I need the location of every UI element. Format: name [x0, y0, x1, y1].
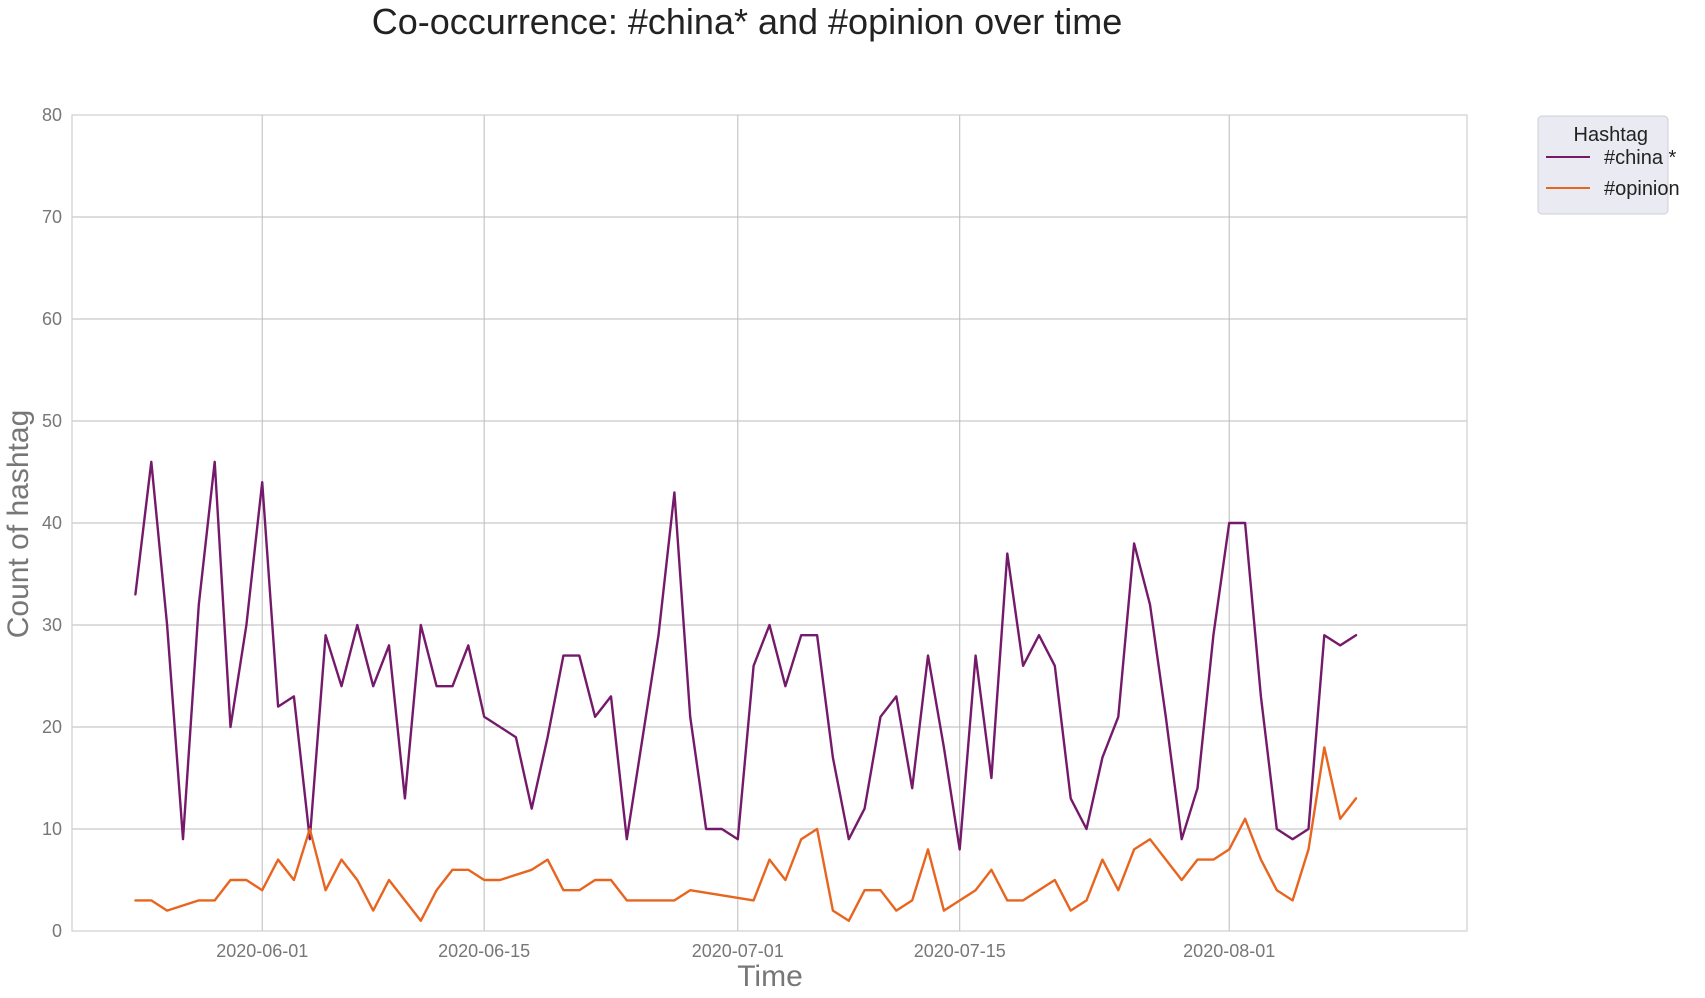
x-axis-ticks: 2020-06-01 2020-06-15 2020-07-01 2020-07-15… [216, 941, 1275, 961]
legend-entry-label: #china * [1604, 147, 1676, 169]
y-tick-label: 0 [52, 921, 62, 941]
y-tick-label: 10 [42, 819, 62, 839]
legend-entries: #china * #opinion [1546, 147, 1680, 200]
series-line-opinion [134, 746, 1358, 922]
legend-title: Hashtag [1574, 124, 1649, 146]
grid [72, 114, 1467, 932]
legend-box [1537, 115, 1669, 215]
series-lines [134, 460, 1358, 922]
chart-title: Co-occurrence: #china* and #opinion over… [372, 1, 1122, 42]
series-line-china [134, 460, 1358, 851]
y-tick-label: 40 [42, 513, 62, 533]
x-tick-label: 2020-08-01 [1183, 941, 1275, 961]
x-tick-label: 2020-07-15 [914, 941, 1006, 961]
legend: Hashtag #china * #opinion [1537, 115, 1680, 215]
y-tick-label: 60 [42, 309, 62, 329]
y-tick-label: 80 [42, 105, 62, 125]
x-tick-label: 2020-07-01 [692, 941, 784, 961]
y-tick-label: 30 [42, 615, 62, 635]
plot-frame [71, 114, 1468, 932]
y-tick-label: 20 [42, 717, 62, 737]
x-axis-label: Time [737, 960, 803, 993]
y-tick-label: 70 [42, 207, 62, 227]
x-tick-label: 2020-06-01 [216, 941, 308, 961]
y-axis-label: Count of hashtag [2, 410, 35, 639]
y-axis-ticks: 0 10 20 30 40 50 60 70 80 [42, 105, 62, 941]
x-tick-label: 2020-06-15 [438, 941, 530, 961]
y-tick-label: 50 [42, 411, 62, 431]
legend-entry-label: #opinion [1604, 178, 1680, 200]
